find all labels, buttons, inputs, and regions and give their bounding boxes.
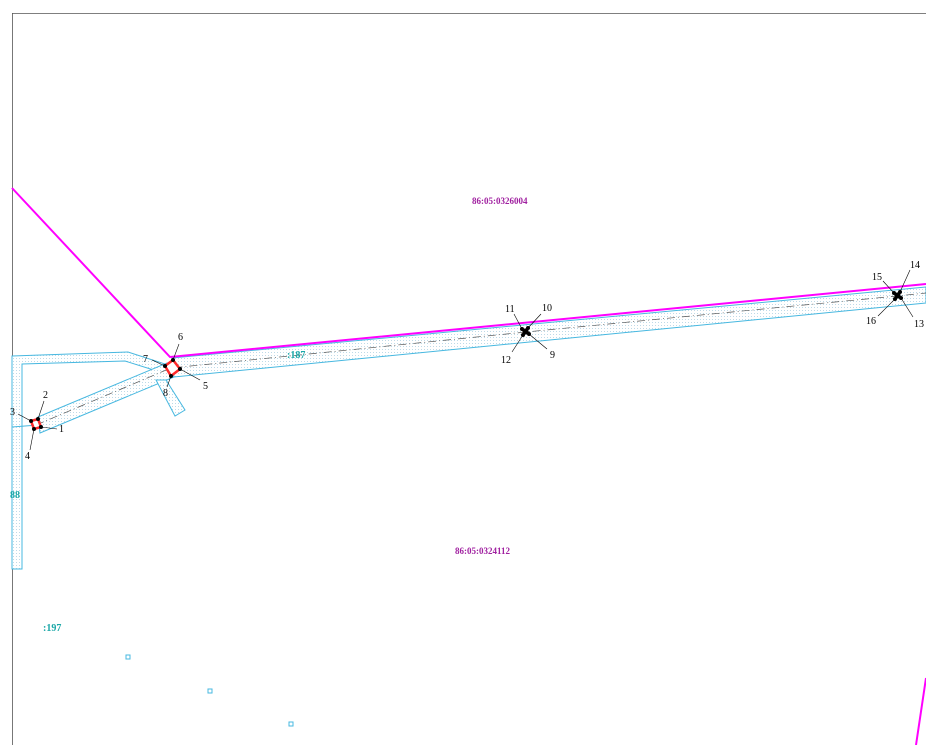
parcel-left-strip[interactable] (11, 351, 166, 570)
point-label-5: 5 (203, 381, 208, 392)
small-marker (207, 688, 213, 694)
parcel-187-strip[interactable] (171, 286, 926, 378)
point-label-3: 3 (10, 407, 15, 418)
point-label-6: 6 (178, 332, 183, 343)
point-label-1: 1 (59, 424, 64, 435)
leader-lines (17, 269, 914, 451)
small-marker (125, 654, 131, 660)
point-label-11: 11 (505, 304, 515, 315)
parcel-label-187: :187 (287, 350, 305, 361)
point-label-14: 14 (910, 260, 920, 271)
easement-centerline (35, 292, 926, 426)
parcel-spur[interactable] (155, 379, 186, 417)
parcel-label-197: :197 (43, 623, 61, 634)
point-label-12: 12 (501, 355, 511, 366)
parcel-label-88: 88 (10, 490, 20, 501)
parcel-diagonal-strip[interactable] (37, 362, 175, 434)
point-label-4: 4 (25, 451, 30, 462)
point-label-9: 9 (550, 350, 555, 361)
block-boundary-line-right (915, 677, 926, 745)
point-label-7: 7 (143, 354, 148, 365)
point-label-8: 8 (163, 388, 168, 399)
point-label-16: 16 (866, 316, 876, 327)
block-label-north: 86:05:0326004 (472, 196, 528, 206)
point-label-13: 13 (914, 319, 924, 330)
point-label-2: 2 (43, 390, 48, 401)
small-marker (288, 721, 294, 727)
block-boundary-line (11, 187, 926, 359)
point-label-15: 15 (872, 272, 882, 283)
block-label-south: 86:05:0324112 (455, 546, 510, 556)
point-label-10: 10 (542, 303, 552, 314)
